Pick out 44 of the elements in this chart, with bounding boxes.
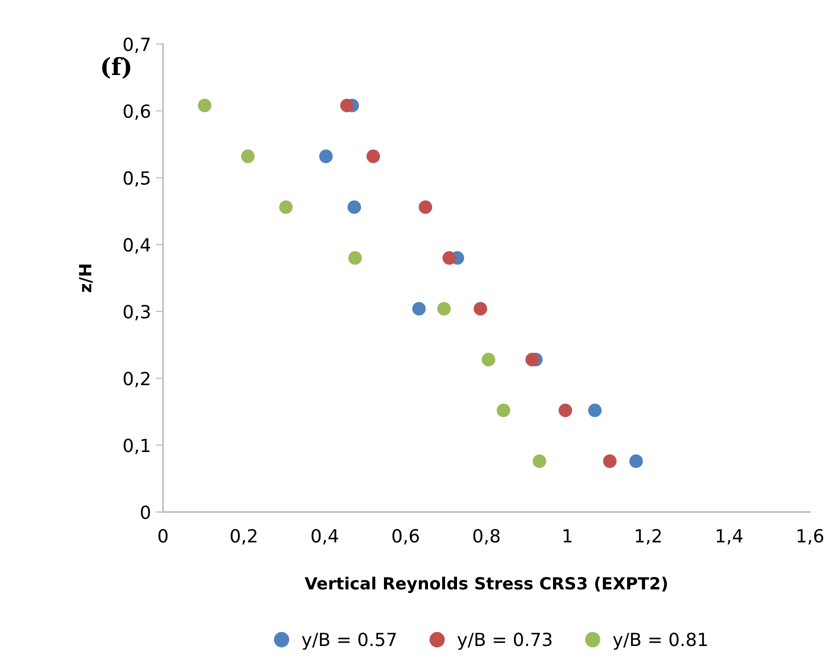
point (558, 404, 572, 418)
y-tick-label: 0 (140, 505, 150, 520)
x-tick-label: 0 (158, 528, 168, 543)
point (366, 150, 380, 164)
point (437, 302, 451, 316)
point (348, 200, 362, 214)
point (279, 200, 293, 214)
text: (f) (102, 57, 130, 79)
point (496, 404, 510, 418)
legend-label: y/B = 0.81 (613, 632, 707, 650)
point (474, 302, 488, 316)
point (319, 150, 333, 164)
point (588, 404, 602, 418)
point (482, 352, 496, 366)
x-tick-label: 1,2 (636, 528, 661, 544)
y-tick-label: 0,7 (124, 37, 150, 53)
x-tick-label: 0,4 (312, 528, 338, 544)
point (198, 98, 212, 112)
point (418, 200, 432, 214)
y-tick-label: 0,6 (124, 104, 150, 120)
point (603, 454, 617, 468)
x-tick-label: 0,2 (230, 528, 256, 544)
point (241, 150, 255, 164)
y-axis-title: z/H (79, 264, 93, 292)
y-tick-label: 0,3 (124, 304, 150, 320)
x-tick-label: 0,6 (392, 528, 419, 544)
y-tick-label: 0,4 (124, 238, 150, 254)
x-tick-label: 1,4 (716, 529, 742, 544)
point (340, 98, 354, 112)
legend-label: y/B = 0.73 (458, 632, 552, 650)
x-tick-label: 1,6 (798, 528, 824, 544)
point (629, 454, 643, 468)
point (525, 352, 539, 366)
y-tick-label: 0,1 (124, 438, 150, 454)
y-tick-label: 0,2 (124, 372, 150, 388)
x-axis-title: Vertical Reynolds Stress CRS3 (EXPT2) (304, 576, 667, 593)
point (412, 302, 426, 316)
y-tick-label: 0,5 (124, 171, 150, 187)
point (532, 454, 546, 468)
legend-label: y/B = 0.57 (302, 632, 396, 650)
point (442, 251, 456, 265)
x-tick-label: 1 (564, 529, 572, 542)
x-tick-label: 0,8 (473, 528, 500, 544)
point (348, 251, 362, 265)
